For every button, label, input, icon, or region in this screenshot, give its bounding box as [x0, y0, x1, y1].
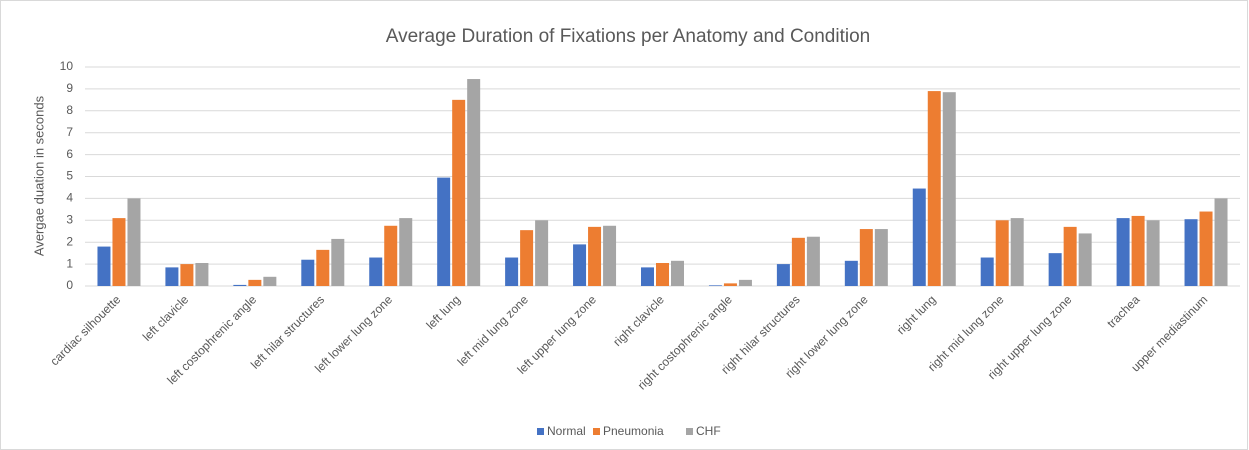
bar — [791, 237, 805, 286]
y-tick-label: 6 — [66, 147, 73, 161]
legend-label: Normal — [547, 424, 586, 438]
bar — [776, 264, 790, 286]
y-tick-label: 7 — [66, 125, 73, 139]
chart-title: Average Duration of Fixations per Anatom… — [386, 26, 870, 47]
bar — [980, 257, 994, 286]
bar — [806, 236, 820, 286]
bar — [331, 238, 345, 286]
bar — [1146, 220, 1160, 286]
bar — [301, 259, 315, 286]
bar — [671, 260, 684, 286]
bar — [248, 279, 262, 286]
bar — [384, 225, 398, 286]
y-tick-label: 2 — [66, 234, 73, 248]
legend-label: CHF — [696, 424, 721, 438]
bar — [165, 267, 179, 286]
bar — [1048, 253, 1062, 286]
y-tick-label: 9 — [66, 81, 73, 95]
bar — [1078, 233, 1092, 286]
legend-swatch — [593, 428, 600, 435]
bar — [723, 283, 737, 286]
bar — [641, 267, 654, 286]
bar — [1131, 215, 1145, 286]
bar — [452, 99, 466, 286]
bar — [588, 226, 602, 286]
y-tick-label: 1 — [66, 256, 73, 270]
legend-swatch — [537, 428, 544, 435]
bar — [316, 249, 330, 286]
legend-label: Pneumonia — [603, 424, 664, 438]
bar — [369, 257, 383, 286]
bar — [399, 218, 413, 286]
bar — [656, 263, 669, 286]
bar — [233, 284, 247, 286]
y-tick-label: 8 — [66, 103, 73, 117]
bar — [942, 92, 956, 286]
bar — [874, 229, 888, 286]
bar — [603, 225, 617, 286]
y-tick-label: 4 — [66, 191, 73, 205]
bar — [505, 257, 519, 286]
bar — [859, 229, 873, 286]
bar — [97, 246, 111, 286]
bar — [263, 276, 277, 286]
y-tick-label: 5 — [66, 169, 73, 183]
bar — [1184, 219, 1198, 286]
y-tick-label: 10 — [60, 59, 74, 73]
bar — [520, 230, 534, 286]
bar — [708, 285, 722, 286]
bar — [467, 79, 481, 286]
bar — [1116, 218, 1130, 286]
bar — [127, 198, 141, 286]
bar — [180, 264, 194, 286]
bar — [1199, 211, 1213, 286]
bar — [112, 218, 126, 286]
y-axis-label: Avergae duation in seconds — [31, 95, 46, 256]
bar — [1214, 198, 1228, 286]
bar — [927, 91, 941, 286]
y-tick-label: 0 — [66, 278, 73, 292]
bar — [995, 220, 1009, 286]
bar — [573, 244, 587, 286]
bar — [1063, 226, 1077, 286]
bar — [535, 220, 549, 286]
bar — [1010, 218, 1024, 286]
bar — [844, 260, 858, 286]
legend-swatch — [686, 428, 693, 435]
bar — [738, 279, 752, 286]
bar — [195, 263, 209, 286]
bar — [437, 177, 451, 286]
bar — [912, 188, 926, 286]
y-tick-label: 3 — [66, 212, 73, 226]
